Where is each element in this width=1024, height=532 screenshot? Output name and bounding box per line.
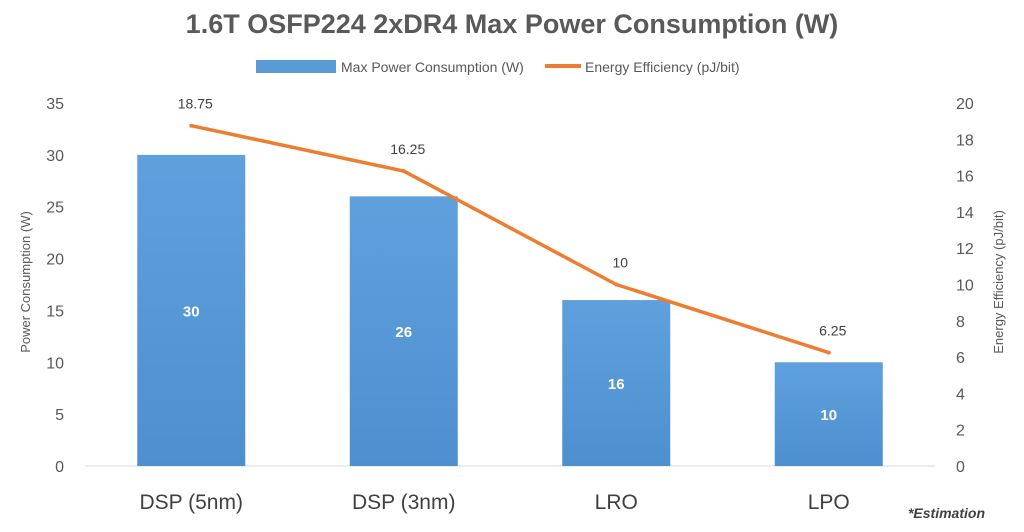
x-axis-categories: DSP (5nm) DSP (3nm) LRO LPO	[140, 491, 850, 514]
bar-series: 30 26 16 10	[137, 154, 883, 467]
y-tick-label: 5	[55, 407, 64, 424]
line-point	[826, 350, 831, 355]
line-data-label: 10	[612, 255, 628, 271]
y2-axis-title: Energy Efficiency (pJ/bit)	[991, 210, 1006, 354]
series-line	[190, 123, 830, 355]
line-point	[614, 282, 619, 287]
y-tick-label: 10	[46, 355, 64, 372]
line-data-label: 6.25	[819, 323, 846, 339]
bar-data-label: 16	[608, 376, 625, 393]
legend-label-bar: Max Power Consumption (W)	[341, 59, 524, 75]
x-category-label: LPO	[808, 491, 850, 514]
y2-tick-label: 4	[956, 386, 965, 403]
x-category-label: DSP (5nm)	[140, 491, 243, 514]
bar	[774, 362, 883, 466]
line-data-label: 16.25	[390, 141, 425, 157]
bar	[562, 300, 671, 466]
y2-tick-label: 0	[956, 459, 965, 476]
right-axis: 0 2 4 6 8 10 12 14 16 18 20	[956, 96, 974, 476]
legend-label-line: Energy Efficiency (pJ/bit)	[585, 59, 740, 75]
line-series: 18.75 16.25 10 6.25	[178, 96, 847, 355]
bar-data-label: 10	[820, 407, 837, 424]
line-point	[401, 169, 406, 174]
chart-title: 1.6T OSFP224 2xDR4 Max Power Consumption…	[186, 9, 839, 39]
legend-swatch-bar	[256, 60, 336, 73]
bar	[137, 154, 246, 466]
y-tick-label: 20	[46, 252, 64, 269]
x-category-label: DSP (3nm)	[352, 491, 455, 514]
bar-data-label: 30	[183, 303, 200, 320]
x-category-label: LRO	[595, 491, 638, 514]
legend: Max Power Consumption (W) Energy Efficie…	[256, 59, 740, 75]
footnote: *Estimation	[908, 505, 985, 521]
y2-tick-label: 2	[956, 423, 965, 440]
y2-tick-label: 16	[956, 169, 974, 186]
y2-tick-label: 6	[956, 350, 965, 367]
y-tick-label: 25	[46, 200, 64, 217]
y2-tick-label: 18	[956, 132, 974, 149]
y2-tick-label: 14	[956, 205, 974, 222]
y2-tick-label: 20	[956, 96, 974, 113]
y-tick-label: 30	[46, 148, 64, 165]
y2-tick-label: 10	[956, 278, 974, 295]
bar-data-label: 26	[395, 324, 412, 341]
left-axis: 0 5 10 15 20 25 30 35	[46, 96, 64, 476]
y-tick-label: 35	[46, 96, 64, 113]
line-data-label: 18.75	[178, 96, 213, 112]
line-point	[189, 123, 194, 128]
y2-tick-label: 8	[956, 314, 965, 331]
y-tick-label: 0	[55, 459, 64, 476]
y-tick-label: 15	[46, 303, 64, 320]
y-axis-title: Power Consumption (W)	[18, 211, 33, 353]
y2-tick-label: 12	[956, 241, 974, 258]
bar	[349, 196, 458, 467]
